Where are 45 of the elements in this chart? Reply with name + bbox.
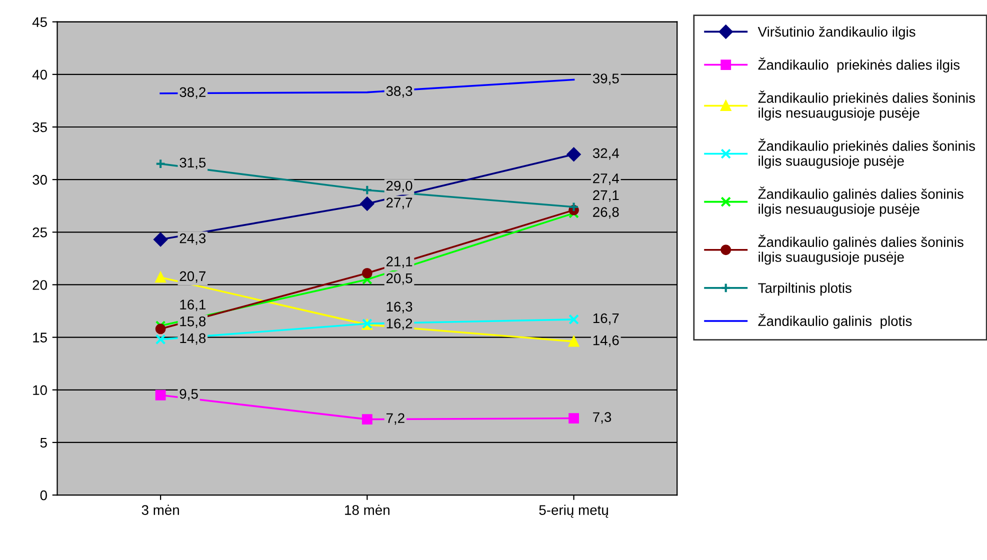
data-label: 7,2 xyxy=(386,413,404,425)
legend-label: Žandikaulio galinis plotis xyxy=(758,314,912,329)
data-label: 9,5 xyxy=(180,389,198,401)
data-label: 27,7 xyxy=(386,198,412,210)
data-label: 39,5 xyxy=(592,74,619,86)
legend-label: Žandikaulio priekinės dalies šoninis ilgis suaugusioje pusėje xyxy=(758,138,975,169)
data-label: 29,0 xyxy=(386,180,412,192)
data-label: 14,6 xyxy=(593,335,619,347)
data-label: 38,2 xyxy=(180,87,206,99)
x-tick-label: 5-erių metų xyxy=(539,504,608,518)
data-label: 38,3 xyxy=(386,86,412,98)
y-tick-label: 40 xyxy=(32,70,47,80)
y-tick-label: 25 xyxy=(32,227,47,238)
data-label: 31,5 xyxy=(180,158,206,170)
data-label: 15,8 xyxy=(180,316,206,328)
data-label: 27,1 xyxy=(593,190,619,202)
data-label: 16,3 xyxy=(386,302,412,314)
data-label: 27,4 xyxy=(593,173,619,185)
y-tick-label: 15 xyxy=(33,332,47,342)
y-tick-label: 10 xyxy=(33,385,47,396)
legend-label: Žandikaulio priekinės dalies ilgis xyxy=(758,58,960,73)
data-label: 26,8 xyxy=(593,207,619,219)
data-label: 24,3 xyxy=(180,233,206,245)
data-label: 20,5 xyxy=(386,273,412,285)
data-label: 16,1 xyxy=(180,300,206,312)
x-tick-label: 18 mėn xyxy=(345,504,390,515)
x-tick-label: 3 mėn xyxy=(142,504,179,515)
legend-label: Žandikaulio priekinės dalies šoninis ilgis nesuaugusioje pusėje xyxy=(758,90,975,121)
data-label: 7,3 xyxy=(593,412,612,424)
y-tick-label: 5 xyxy=(40,438,47,448)
legend-label: Viršutinio žandikaulio ilgis xyxy=(758,26,916,40)
y-tick-label: 0 xyxy=(40,490,47,500)
y-tick-label: 20 xyxy=(32,280,47,290)
data-label: 14,8 xyxy=(180,333,206,345)
data-label: 20,7 xyxy=(180,271,206,283)
legend-label: Žandikaulio galinės dalies šoninis ilgis nesuaugusioje pusėje xyxy=(758,186,964,217)
data-label: 16,7 xyxy=(593,313,619,325)
y-tick-label: 30 xyxy=(32,174,47,185)
data-label: 21,1 xyxy=(386,256,412,268)
legend-label: Tarpiltinis plotis xyxy=(758,282,852,296)
y-tick-label: 35 xyxy=(32,122,47,132)
data-label: 16,2 xyxy=(386,318,412,330)
y-tick-label: 45 xyxy=(32,17,47,28)
legend-label: Žandikaulio galinės dalies šoninis ilgis suaugusioje pusėje xyxy=(758,234,964,265)
data-label: 32,4 xyxy=(592,148,619,160)
